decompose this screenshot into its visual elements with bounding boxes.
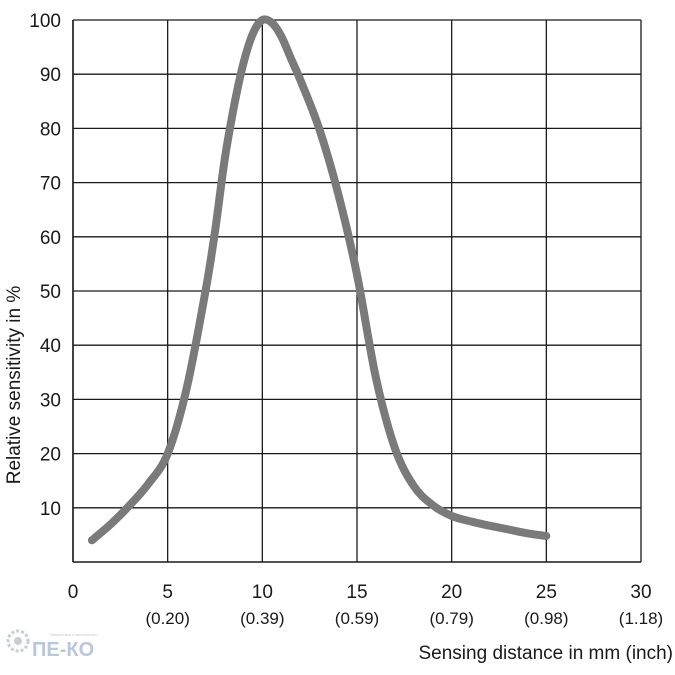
y-tick-label: 50 (40, 282, 61, 303)
gear-icon (6, 629, 30, 653)
y-tick-label: 40 (40, 336, 61, 357)
y-axis-label: Relative sensitivity in % (4, 286, 25, 485)
y-tick-label: 60 (40, 228, 61, 249)
y-tick-label: 20 (40, 445, 61, 466)
watermark-text: ПЕ-КО (32, 639, 94, 661)
x-tick-inch-label: (0.79) (429, 609, 473, 628)
x-tick-label: 25 (536, 582, 557, 603)
tick-labels: 10 20 30 40 50 60 70 80 90 100 0 5 (0.20) 10 (0.39) 15 (… (29, 11, 663, 628)
grid-lines (72, 19, 642, 563)
series-line (87, 15, 551, 545)
x-tick-inch-label: (0.20) (145, 609, 189, 628)
x-tick-label: 30 (630, 582, 651, 603)
x-tick-label: 5 (162, 582, 173, 603)
watermark-logo: ПЕ-КО Энергетика и автоматика (6, 629, 98, 661)
x-tick-inch-label: (0.98) (524, 609, 568, 628)
x-tick-label: 0 (68, 582, 79, 603)
y-tick-label: 30 (40, 390, 61, 411)
x-tick-inch-label: (0.59) (335, 609, 379, 628)
y-tick-label: 90 (40, 65, 61, 86)
y-tick-label: 100 (29, 11, 61, 32)
watermark-tagline: Энергетика и автоматика (50, 632, 98, 637)
y-tick-label: 80 (40, 119, 61, 140)
x-tick-inch-label: (1.18) (619, 609, 663, 628)
y-tick-label: 70 (40, 174, 61, 195)
x-tick-label: 20 (441, 582, 462, 603)
series-lines (87, 15, 551, 545)
x-tick-inch-label: (0.39) (240, 609, 284, 628)
x-tick-label: 15 (346, 582, 367, 603)
y-tick-label: 10 (40, 499, 61, 520)
x-axis-label: Sensing distance in mm (inch) (419, 643, 674, 664)
x-tick-label: 10 (252, 582, 273, 603)
